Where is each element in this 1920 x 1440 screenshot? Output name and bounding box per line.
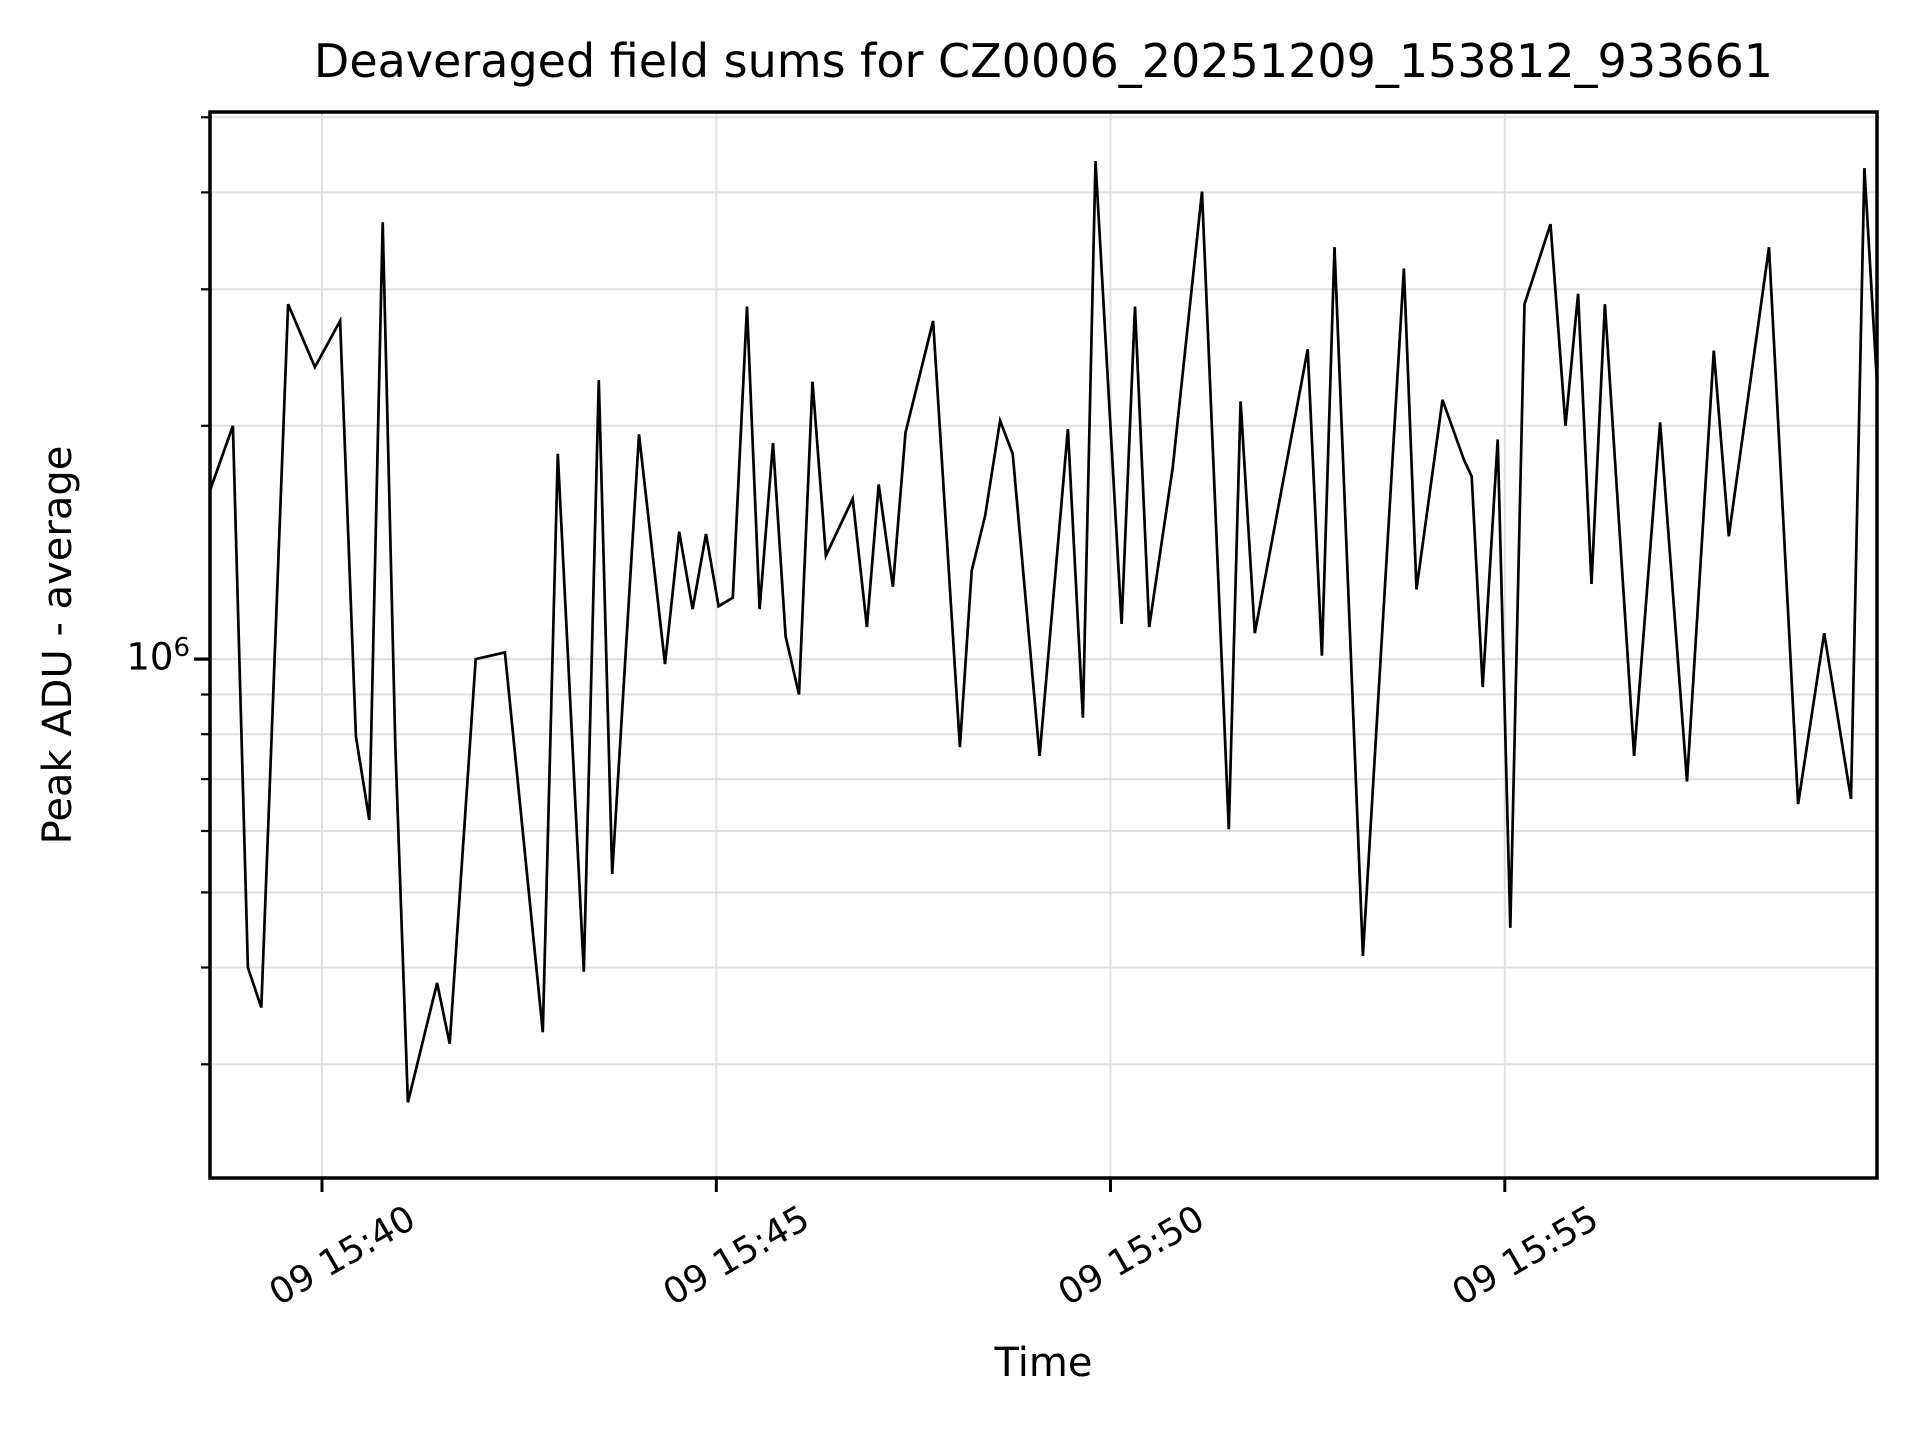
y-tick-base: 10 xyxy=(126,635,174,679)
y-axis-label: Peak ADU - average xyxy=(35,445,81,845)
y-tick-exponent: 6 xyxy=(173,633,190,663)
gridlines xyxy=(210,112,1877,1178)
x-axis-label: Time xyxy=(994,1340,1093,1386)
tick-marks xyxy=(194,116,1507,1192)
y-tick-label: 106 xyxy=(108,633,190,679)
data-line xyxy=(208,161,1879,1103)
chart-title: Deaveraged field sums for CZ0006_2025120… xyxy=(313,34,1774,88)
axes-spines xyxy=(208,110,1879,1180)
